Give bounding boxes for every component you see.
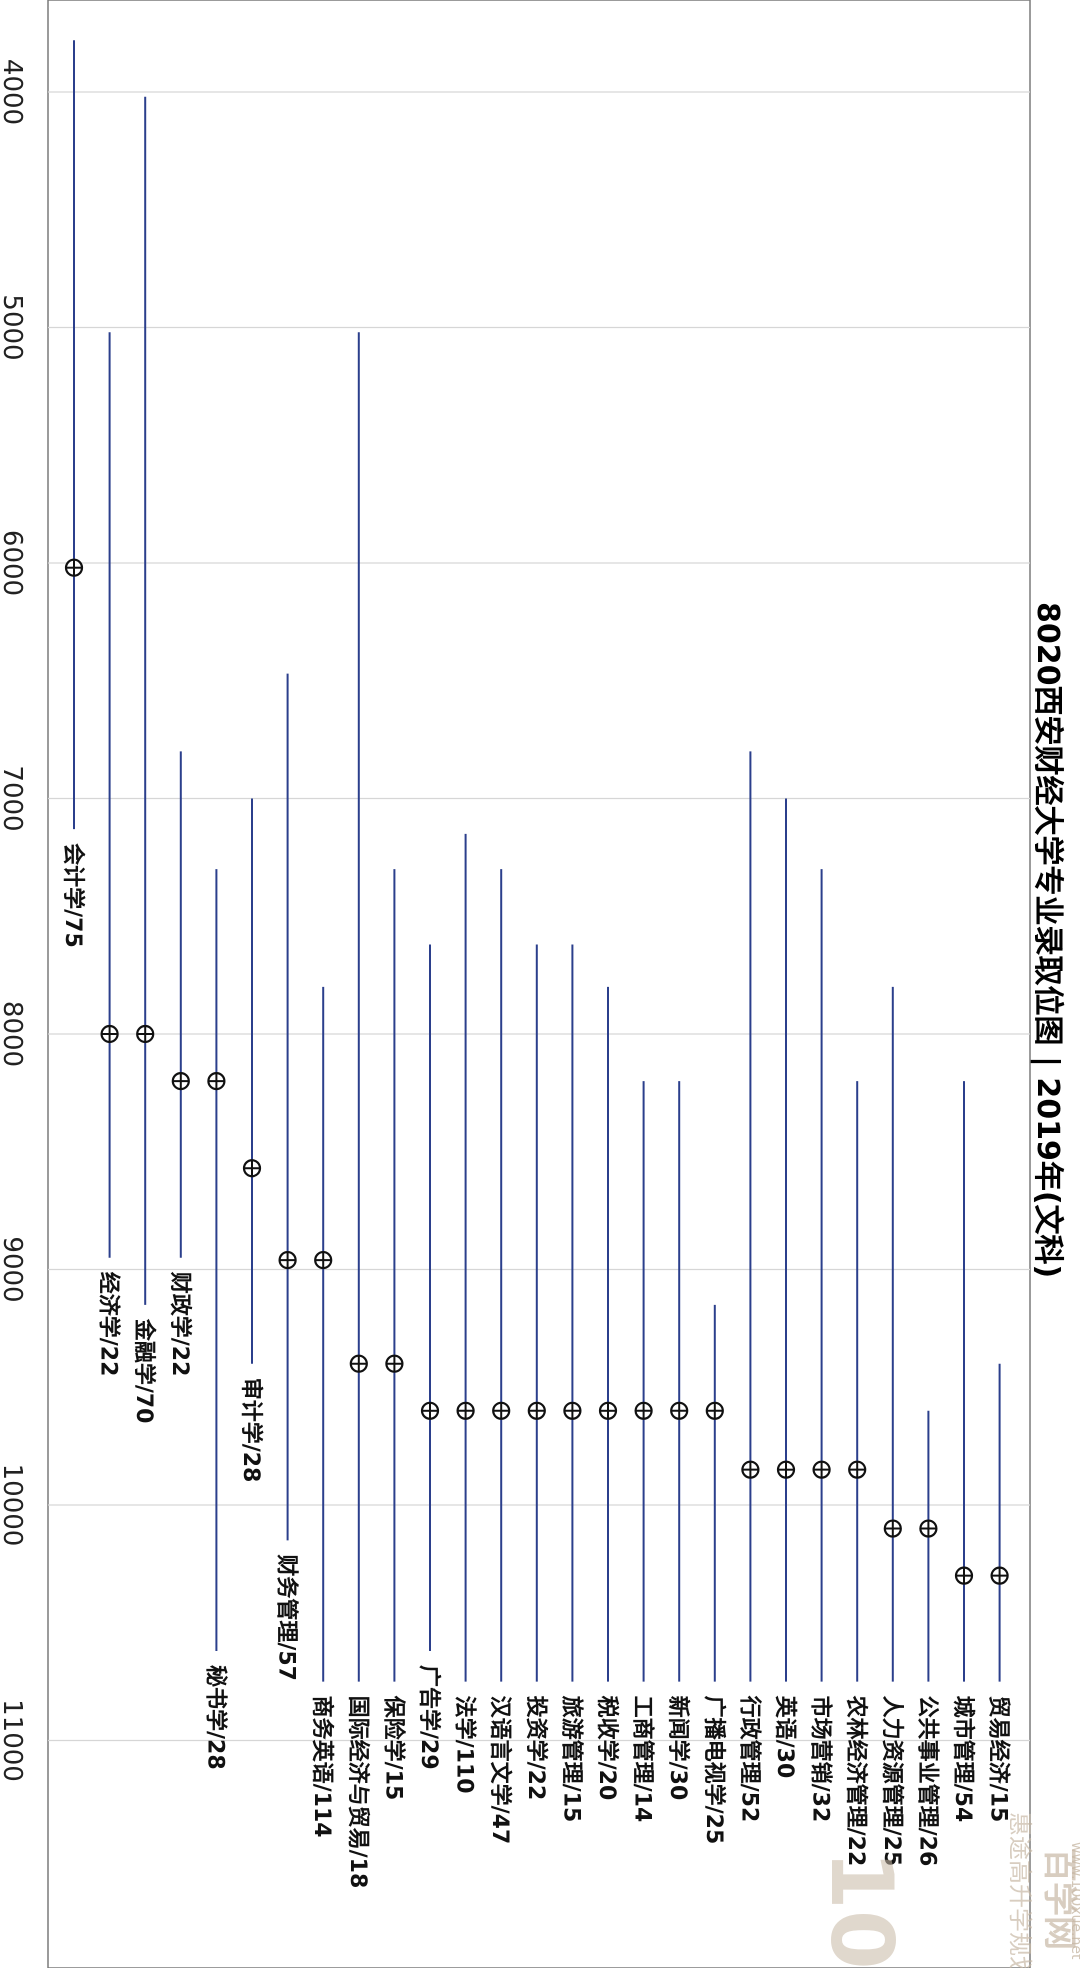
y-tick-label: 10000 — [0, 1464, 27, 1547]
watermark-logo: 100 — [811, 1850, 911, 1968]
marker-circle-plus — [919, 1519, 938, 1538]
chart-title: 8020西安财经大学专业录取位图 | 2019年(文科) — [1030, 602, 1065, 1278]
major-label: 金融学/70 — [131, 1318, 157, 1424]
marker-circle-plus — [990, 1566, 1009, 1585]
marker-circle-plus — [456, 1401, 475, 1420]
marker-circle-plus — [776, 1460, 796, 1479]
major-label: 国际经济与贸易/18 — [345, 1696, 371, 1889]
gridlines — [48, 91, 1030, 1742]
marker-circle-plus — [812, 1460, 831, 1479]
chart-title-group: 8020西安财经大学专业录取位图 | 2019年(文科) — [1030, 602, 1065, 1278]
major-label: 旅游管理/15 — [558, 1696, 584, 1823]
y-tick-label: 11000 — [0, 1699, 27, 1782]
y-tick-label: 7000 — [0, 765, 27, 831]
major-label: 经济学/22 — [96, 1272, 122, 1377]
major-label: 秘书学/28 — [202, 1665, 228, 1770]
major-label: 广播电视学/25 — [701, 1696, 727, 1845]
major-label: 广告学/29 — [416, 1665, 442, 1770]
y-axis-ticks: 4000 5000 6000 7000 8000 9000 10000 11000 — [0, 59, 27, 1782]
major-label: 审计学/28 — [238, 1378, 264, 1483]
major-label: 市场营销/32 — [808, 1696, 834, 1823]
watermark-brand: 百学网 — [1039, 1848, 1079, 1950]
major-label: 贸易经济/15 — [986, 1696, 1012, 1823]
major-label: 农林经济管理/22 — [843, 1695, 869, 1867]
marker-circle-plus — [527, 1401, 546, 1420]
marker-circle-plus — [242, 1159, 262, 1178]
major-label: 财务管理/57 — [274, 1554, 300, 1681]
marker-circle-plus — [492, 1401, 511, 1420]
marker-circle-plus — [705, 1401, 724, 1420]
major-label: 新闻学/30 — [665, 1696, 691, 1801]
marker-circle-plus — [349, 1354, 368, 1373]
major-label: 投资学/22 — [523, 1696, 549, 1801]
watermark-url: www.100xue.net — [1068, 1842, 1080, 1960]
marker-circle-plus — [741, 1460, 760, 1479]
marker-circle-plus — [634, 1401, 653, 1420]
y-tick-label: 8000 — [0, 1001, 27, 1067]
major-label: 财政学/22 — [167, 1272, 193, 1377]
major-label: 保险学/15 — [380, 1695, 406, 1801]
major-label: 税收学/20 — [594, 1696, 620, 1801]
marker-circle-plus — [100, 1024, 119, 1044]
major-label: 人力资源管理/25 — [879, 1696, 905, 1867]
major-label: 公共事业管理/26 — [914, 1696, 940, 1867]
marker-circle-plus — [136, 1024, 155, 1044]
plot-frame — [47, 0, 1031, 1968]
y-tick-label: 4000 — [0, 59, 27, 125]
plot-area — [47, 0, 1031, 1968]
y-tick-label: 9000 — [0, 1236, 27, 1302]
major-label: 商务英语/114 — [309, 1696, 335, 1838]
marker-circle-plus — [314, 1250, 333, 1270]
marker-circle-plus — [278, 1250, 297, 1270]
marker-circle-plus — [954, 1566, 974, 1585]
y-tick-label: 6000 — [0, 530, 27, 596]
major-label: 城市管理/54 — [950, 1696, 976, 1823]
major-label: 行政管理/52 — [736, 1695, 762, 1823]
watermark: 100 百学网 惠途高升学规划 www.100xue.net — [811, 1812, 1080, 1968]
marker-circle-plus — [385, 1354, 404, 1373]
major-label: 工商管理/14 — [630, 1696, 656, 1823]
major-label: 英语/30 — [772, 1696, 797, 1779]
y-tick-label: 5000 — [0, 294, 27, 360]
marker-circle-plus — [64, 558, 84, 577]
markers — [64, 558, 1009, 1585]
marker-circle-plus — [883, 1519, 902, 1538]
marker-circle-plus — [670, 1401, 689, 1420]
marker-circle-plus — [563, 1401, 582, 1420]
major-label: 汉语言文学/47 — [487, 1696, 513, 1845]
marker-circle-plus — [207, 1071, 226, 1091]
marker-circle-plus — [598, 1401, 618, 1420]
watermark-slogan: 惠途高升学规划 — [1006, 1812, 1034, 1968]
marker-circle-plus — [848, 1460, 867, 1479]
marker-circle-plus — [171, 1071, 190, 1091]
major-label: 法学/110 — [452, 1696, 478, 1794]
marker-circle-plus — [420, 1401, 440, 1420]
range-lines — [73, 40, 1001, 1682]
major-label: 会计学/75 — [60, 843, 86, 948]
major-labels: 会计学/75 经济学/22 金融学/70 财政学/22 秘书学/28 审计学/28 财务管理… — [60, 843, 1012, 1888]
